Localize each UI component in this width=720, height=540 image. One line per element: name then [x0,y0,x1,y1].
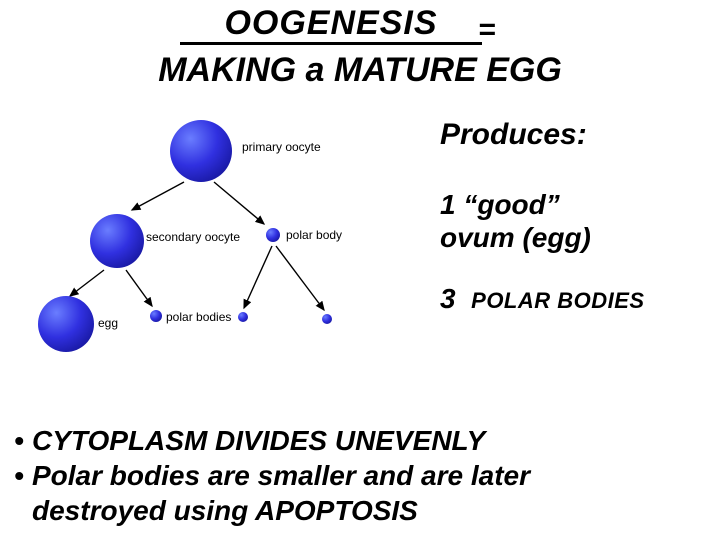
good-ovum-text: 1 “good” ovum (egg) [440,188,710,255]
oogenesis-diagram: primary oocyte secondary oocyte polar body… [20,110,400,370]
polar-body-2c-sphere [322,314,332,324]
diagram-arrow [276,246,324,310]
polar-bodies-label: polar bodies [166,310,231,324]
egg-sphere [38,296,94,352]
polar-label: POLAR BODIES [471,288,644,313]
diagram-arrow [214,182,264,224]
title-underline [180,42,481,45]
title-subtitle: MAKING a MATURE EGG [0,51,720,90]
title-oogenesis: OOGENESIS [224,4,437,42]
polar-num: 3 [440,283,456,314]
egg-label: egg [98,316,118,330]
primary-oocyte-sphere [170,120,232,182]
polar-body-1-sphere [266,228,280,242]
secondary-oocyte-label: secondary oocyte [146,230,240,244]
diagram-arrow [132,182,184,210]
bullet-dot-icon: • [14,423,32,458]
secondary-oocyte-sphere [90,214,144,268]
good-line1: 1 “good” [440,189,560,220]
bullet-1-text: CYTOPLASM DIVIDES UNEVENLY [32,423,485,458]
bullet-2-text-a: Polar bodies are smaller and are later [32,458,530,493]
bullet-1: • CYTOPLASM DIVIDES UNEVENLY [14,423,710,458]
bullet-2: • Polar bodies are smaller and are later [14,458,710,493]
bullet-dot-icon: • [14,458,32,493]
bullet-2-cont: destroyed using APOPTOSIS [14,493,710,528]
polar-body-2a-sphere [150,310,162,322]
polar-body-label: polar body [286,228,342,242]
polar-body-2b-sphere [238,312,248,322]
bullet-2-text-b: destroyed using APOPTOSIS [32,493,418,528]
produces-heading: Produces: [440,118,710,152]
bullet-list: • CYTOPLASM DIVIDES UNEVENLY • Polar bod… [14,423,710,528]
title-equals: = [478,13,496,46]
bullet-spacer [14,493,32,528]
diagram-arrow [244,246,272,308]
good-line2: ovum (egg) [440,222,591,253]
primary-oocyte-label: primary oocyte [242,140,321,154]
right-column: Produces: 1 “good” ovum (egg) 3 POLAR BO… [440,118,710,315]
polar-bodies-text: 3 POLAR BODIES [440,283,710,315]
diagram-arrow [126,270,152,306]
diagram-arrow [70,270,104,296]
